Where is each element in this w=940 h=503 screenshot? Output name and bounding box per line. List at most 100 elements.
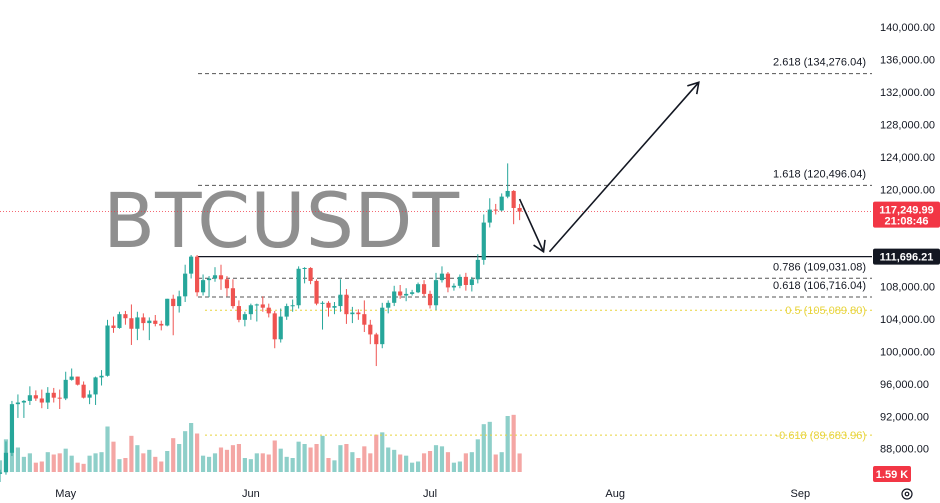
candle[interactable] [51, 392, 56, 398]
drawn-arrows[interactable] [518, 81, 700, 254]
candle[interactable] [505, 190, 510, 197]
candle[interactable] [344, 294, 349, 315]
candle[interactable] [284, 306, 289, 317]
candle[interactable] [195, 256, 200, 293]
candle[interactable] [230, 288, 236, 307]
candle[interactable] [87, 394, 92, 398]
settings-button[interactable] [901, 488, 913, 500]
candle[interactable] [0, 472, 3, 474]
candle[interactable] [75, 376, 80, 385]
candle[interactable] [380, 307, 385, 345]
volume-bar [421, 453, 427, 472]
time-axis[interactable]: May Jun Jul Aug Sep [55, 488, 810, 500]
arrow-1-shaft[interactable] [548, 81, 700, 253]
candle[interactable] [183, 273, 188, 297]
candle[interactable] [517, 207, 522, 212]
candle[interactable] [392, 291, 397, 303]
candle[interactable] [57, 397, 62, 399]
candle[interactable] [356, 312, 361, 315]
candle[interactable] [224, 279, 230, 289]
candle[interactable] [9, 404, 15, 453]
candle[interactable] [105, 325, 110, 376]
candle[interactable] [272, 313, 277, 340]
arrow-1-head[interactable] [687, 81, 700, 95]
candle[interactable] [463, 276, 468, 285]
candle[interactable] [254, 304, 259, 306]
candle[interactable] [242, 314, 247, 320]
candle[interactable] [123, 314, 128, 319]
arrow-0-head[interactable] [533, 239, 546, 254]
candle[interactable] [200, 280, 206, 293]
candle[interactable] [33, 395, 38, 399]
candle[interactable] [445, 273, 451, 288]
candle[interactable] [177, 296, 182, 307]
candle[interactable] [457, 276, 462, 286]
gear-icon[interactable] [901, 488, 913, 500]
candle[interactable] [296, 268, 301, 306]
candle[interactable] [15, 402, 21, 405]
candle[interactable] [141, 317, 146, 324]
candle[interactable] [320, 302, 325, 304]
candle[interactable] [427, 293, 433, 306]
candle[interactable] [45, 392, 50, 403]
candle[interactable] [481, 222, 486, 260]
candle[interactable] [135, 317, 140, 329]
candles[interactable] [0, 163, 522, 482]
candle[interactable] [212, 275, 218, 279]
candle[interactable] [308, 267, 313, 281]
candle[interactable] [338, 294, 343, 307]
candle[interactable] [117, 314, 122, 328]
candle[interactable] [475, 259, 480, 280]
arrow-0-shaft[interactable] [518, 198, 545, 253]
candle[interactable] [278, 316, 283, 340]
candle[interactable] [433, 280, 439, 306]
candle[interactable] [386, 302, 391, 308]
candle[interactable] [218, 275, 224, 280]
candle[interactable] [314, 280, 319, 304]
candle[interactable] [69, 376, 74, 380]
candle[interactable] [206, 278, 212, 281]
candle[interactable] [129, 318, 134, 329]
candle[interactable] [398, 291, 403, 296]
candle[interactable] [236, 306, 241, 320]
candle[interactable] [499, 196, 504, 211]
candle[interactable] [147, 320, 152, 324]
candle[interactable] [302, 267, 307, 269]
candle[interactable] [27, 395, 32, 401]
candle[interactable] [266, 307, 271, 314]
price-axis[interactable]: 140,000.00 136,000.00 132,000.00 128,000.00… [880, 22, 935, 456]
candle[interactable] [415, 284, 421, 293]
candle[interactable] [260, 304, 265, 308]
candle[interactable] [469, 279, 474, 285]
candle[interactable] [487, 209, 492, 223]
candle[interactable] [332, 306, 337, 308]
candle[interactable] [511, 190, 516, 208]
candle[interactable] [368, 324, 373, 335]
candle[interactable] [93, 377, 98, 395]
candle[interactable] [153, 320, 158, 324]
candle[interactable] [350, 312, 355, 315]
candle[interactable] [362, 314, 367, 325]
candle[interactable] [189, 256, 194, 274]
candle[interactable] [410, 292, 415, 294]
candle[interactable] [63, 379, 68, 399]
candle[interactable] [326, 302, 331, 308]
candle[interactable] [99, 375, 104, 378]
candle[interactable] [404, 293, 409, 296]
candle[interactable] [493, 209, 498, 211]
candle[interactable] [111, 325, 116, 328]
candle[interactable] [248, 305, 253, 315]
candle[interactable] [374, 334, 379, 345]
candle[interactable] [165, 298, 170, 326]
candle[interactable] [421, 284, 427, 294]
candle[interactable] [171, 298, 176, 307]
candle[interactable] [81, 384, 86, 398]
candle[interactable] [159, 323, 164, 326]
candle[interactable] [3, 452, 9, 473]
candle[interactable] [439, 273, 445, 281]
candle[interactable] [21, 400, 26, 403]
candle[interactable] [39, 398, 44, 403]
candle[interactable] [290, 305, 295, 307]
candle[interactable] [451, 285, 457, 288]
